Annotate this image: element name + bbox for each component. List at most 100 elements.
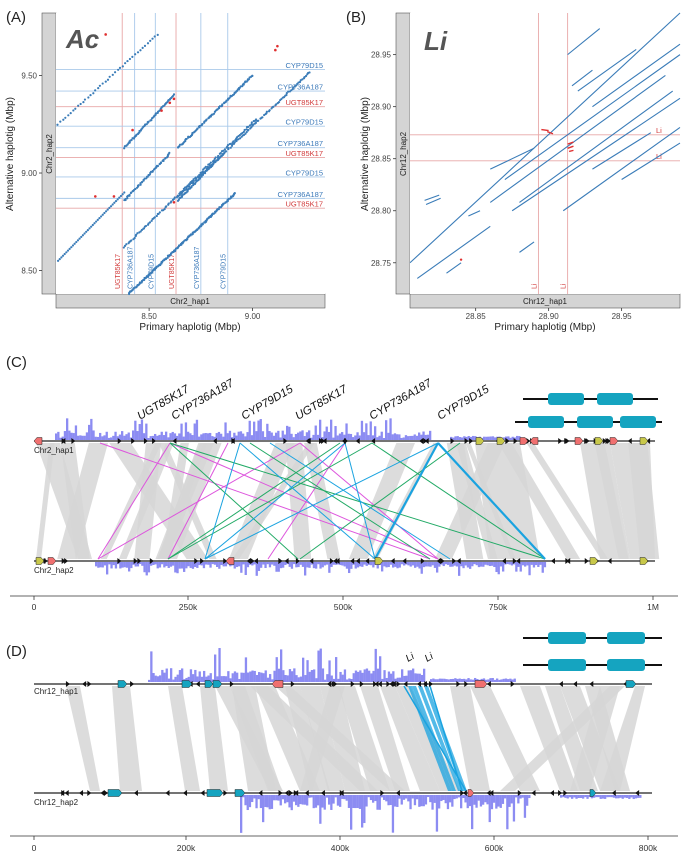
coverage-bar <box>262 562 265 565</box>
dot <box>239 137 242 140</box>
panel-d-synteny-links <box>66 685 645 792</box>
dot <box>143 177 146 180</box>
coverage-bar <box>211 562 214 565</box>
dot <box>66 249 70 252</box>
coverage-bar <box>292 795 296 802</box>
gene-tick <box>440 558 445 564</box>
gene-tick <box>462 790 467 796</box>
coverage-bar <box>227 671 230 682</box>
coverage-bar <box>394 562 397 567</box>
coverage-bar <box>244 436 247 440</box>
coverage-bar <box>398 795 401 799</box>
coverage-bar <box>244 562 247 576</box>
dot <box>134 187 137 191</box>
dot <box>89 94 92 97</box>
coverage-bar <box>306 562 309 568</box>
coverage-bar <box>257 420 260 440</box>
dot <box>201 222 204 225</box>
coverage-bar <box>182 436 185 440</box>
dot <box>237 138 240 141</box>
dot <box>67 114 70 117</box>
coverage-bar <box>420 674 424 682</box>
gene <box>33 437 43 445</box>
dot <box>136 232 139 235</box>
link-colored-1 <box>169 442 439 560</box>
coverage-bar <box>233 671 237 682</box>
gene <box>117 680 128 688</box>
dot <box>149 39 152 42</box>
dot-red <box>131 128 134 132</box>
coverage-bar <box>213 436 216 440</box>
dot <box>118 66 122 69</box>
dot <box>172 93 176 96</box>
vline-label-5: CYP79D15 <box>221 254 228 289</box>
dot <box>135 233 138 236</box>
coverage-bar <box>499 562 503 567</box>
coverage-bar <box>312 795 315 809</box>
coverage-bar <box>169 433 172 440</box>
coverage-bar <box>281 430 284 440</box>
dot <box>103 211 106 215</box>
dot <box>118 196 121 199</box>
dot <box>74 107 77 110</box>
coverage-bar <box>438 678 442 682</box>
coverage-bar <box>571 795 574 799</box>
coverage-bar <box>334 795 337 798</box>
coverage-bar <box>242 672 245 682</box>
hline-label-1: CYP736A187 <box>278 83 323 92</box>
gene-tick <box>390 558 395 564</box>
gene-tick <box>61 790 66 796</box>
coverage-bar <box>259 419 262 440</box>
dot <box>130 239 133 242</box>
coverage-bar <box>409 435 412 440</box>
coverage-bar <box>242 795 245 798</box>
coverage-bar <box>332 562 335 565</box>
coverage-bar <box>255 795 258 809</box>
segment-13 <box>621 142 681 180</box>
coverage-bar <box>238 678 241 682</box>
coverage-bar <box>229 678 232 682</box>
gene-tick <box>419 438 424 444</box>
segment-16 <box>446 262 462 274</box>
coverage-bar <box>374 648 377 682</box>
coverage-bar <box>295 562 298 568</box>
coverage-bar <box>398 434 401 440</box>
dot <box>88 227 91 230</box>
coverage-bar <box>363 669 366 682</box>
coverage-bar <box>424 434 427 440</box>
dot <box>97 86 100 90</box>
coverage-bar <box>119 562 122 569</box>
coverage-bar <box>189 669 193 682</box>
coverage-bar <box>315 678 318 682</box>
coverage-bar <box>114 431 117 440</box>
coverage-bar <box>328 562 331 573</box>
gene-tick <box>326 681 331 687</box>
coverage-bar <box>205 562 208 565</box>
coverage-bar <box>502 562 505 572</box>
coverage-bar <box>336 795 340 806</box>
dot <box>123 147 126 150</box>
coverage-bar <box>376 562 379 569</box>
coverage-bar <box>628 795 631 799</box>
coverage-bar <box>297 432 300 440</box>
dot <box>62 118 65 121</box>
coverage-bar <box>191 562 195 569</box>
gene-tick <box>558 790 563 796</box>
x-tick-label-1: 250k <box>179 602 198 612</box>
coverage-bar <box>266 562 269 565</box>
dot <box>221 103 224 106</box>
coverage-bar <box>385 795 388 802</box>
dot-red <box>160 109 163 112</box>
gene-tick <box>278 558 283 564</box>
dot <box>140 228 143 232</box>
hline-label-2: UGT85K17 <box>285 98 323 107</box>
dot <box>303 76 306 79</box>
coverage-bar <box>314 795 318 808</box>
coverage-bar <box>372 562 375 568</box>
coverage-bar <box>74 425 78 440</box>
coverage-bar <box>220 562 223 566</box>
coverage-bar <box>566 795 569 799</box>
coverage-bar <box>346 679 349 682</box>
coverage-bar <box>361 562 364 567</box>
gene-tick <box>133 790 138 796</box>
